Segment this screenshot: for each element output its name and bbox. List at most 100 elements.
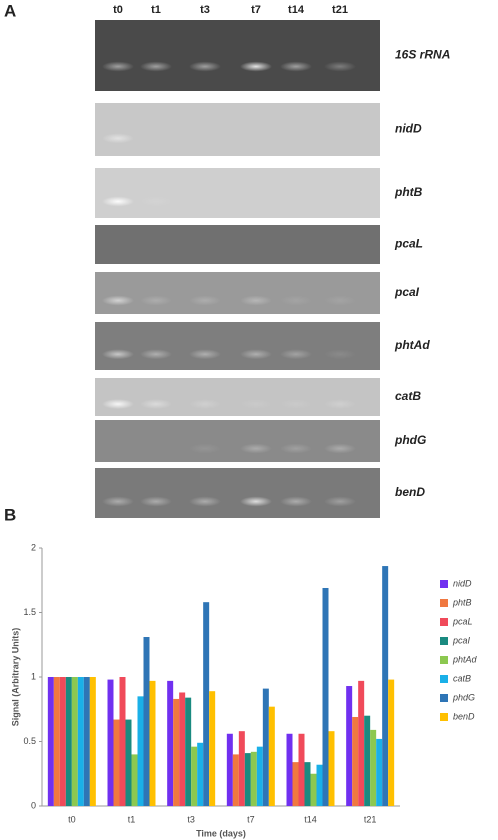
bar	[268, 706, 275, 806]
legend-swatch	[440, 599, 448, 607]
gel-band	[102, 349, 134, 360]
lane-label: t7	[251, 4, 261, 16]
gel-image	[95, 272, 380, 314]
bar	[328, 731, 335, 806]
bar	[203, 602, 210, 806]
x-tick-label: t7	[247, 814, 255, 824]
y-tick-label: 1	[31, 671, 36, 681]
gel-band	[189, 399, 221, 410]
legend-label: phtAd	[452, 654, 478, 664]
bar	[226, 733, 233, 806]
gel-band	[280, 349, 312, 360]
gel-image	[95, 378, 380, 416]
bar	[238, 731, 245, 806]
gel-image	[95, 322, 380, 370]
bar	[310, 773, 317, 806]
bar	[346, 686, 353, 806]
y-axis-title: Signal (Arbitrary Units)	[10, 628, 20, 727]
bar	[382, 566, 389, 806]
bar	[53, 677, 60, 806]
bar	[77, 677, 84, 806]
panel-label: B	[4, 505, 16, 524]
bar	[71, 677, 78, 806]
gel-band	[324, 349, 356, 360]
gene-label: phtAd	[394, 338, 430, 352]
gel-band	[280, 295, 312, 306]
legend-label: nidD	[453, 578, 472, 588]
gel-band	[324, 496, 356, 507]
gel-band	[324, 443, 356, 454]
bar	[286, 733, 293, 806]
bar	[316, 764, 323, 806]
gel-band	[102, 295, 134, 306]
gel-band	[189, 61, 221, 72]
legend-swatch	[440, 713, 448, 721]
bar	[167, 680, 174, 806]
gel-band	[140, 61, 172, 72]
legend-label: pcaI	[452, 635, 471, 645]
bar	[59, 677, 66, 806]
y-tick-label: 0.5	[23, 736, 36, 746]
legend-label: phtB	[452, 597, 472, 607]
gel-band	[280, 496, 312, 507]
bar	[173, 698, 180, 806]
gel-image	[95, 420, 380, 462]
gel-image	[95, 168, 380, 218]
gel-band	[102, 399, 134, 410]
bar	[197, 742, 204, 806]
gel-band	[189, 349, 221, 360]
gel-band	[324, 399, 356, 410]
bar	[209, 691, 216, 806]
bar	[185, 697, 192, 806]
y-tick-label: 0	[31, 800, 36, 810]
bar	[65, 677, 72, 806]
bar	[388, 679, 395, 806]
bar	[232, 754, 239, 806]
legend-swatch	[440, 618, 448, 626]
bar	[262, 688, 269, 806]
bar	[47, 677, 54, 806]
bar	[83, 677, 90, 806]
x-tick-label: t3	[187, 814, 195, 824]
legend-swatch	[440, 694, 448, 702]
x-tick-label: t0	[68, 814, 76, 824]
gene-label: phtB	[394, 185, 423, 199]
gel-band	[324, 61, 356, 72]
gel-band	[140, 399, 172, 410]
bar	[137, 696, 144, 806]
bar	[89, 677, 96, 806]
bar	[376, 738, 383, 806]
gene-label: nidD	[395, 122, 422, 136]
lane-label: t3	[200, 4, 210, 16]
bar	[143, 637, 150, 806]
bar	[119, 677, 126, 806]
bar	[125, 719, 132, 806]
gel-band	[102, 133, 134, 144]
legend-swatch	[440, 675, 448, 683]
gel-band	[240, 295, 272, 306]
panel-label: A	[4, 1, 16, 20]
y-tick-label: 2	[31, 542, 36, 552]
x-axis-title: Time (days)	[196, 828, 246, 838]
gel-image	[95, 103, 380, 156]
bar	[370, 729, 377, 806]
lane-label: t21	[332, 4, 348, 16]
gel-band	[189, 443, 221, 454]
bar	[292, 762, 299, 806]
bar	[131, 754, 138, 806]
x-tick-label: t14	[304, 814, 317, 824]
bar	[107, 679, 114, 806]
gene-label: pcaL	[394, 237, 423, 251]
bar	[298, 733, 305, 806]
gel-band	[140, 349, 172, 360]
gel-band	[102, 196, 134, 207]
legend-swatch	[440, 656, 448, 664]
lane-label: t14	[288, 4, 305, 16]
gel-image	[95, 20, 380, 91]
gel-band	[240, 496, 272, 507]
gel-band	[280, 443, 312, 454]
gel-band	[280, 399, 312, 410]
gel-band	[240, 349, 272, 360]
bar	[191, 746, 198, 806]
bar	[358, 680, 365, 806]
